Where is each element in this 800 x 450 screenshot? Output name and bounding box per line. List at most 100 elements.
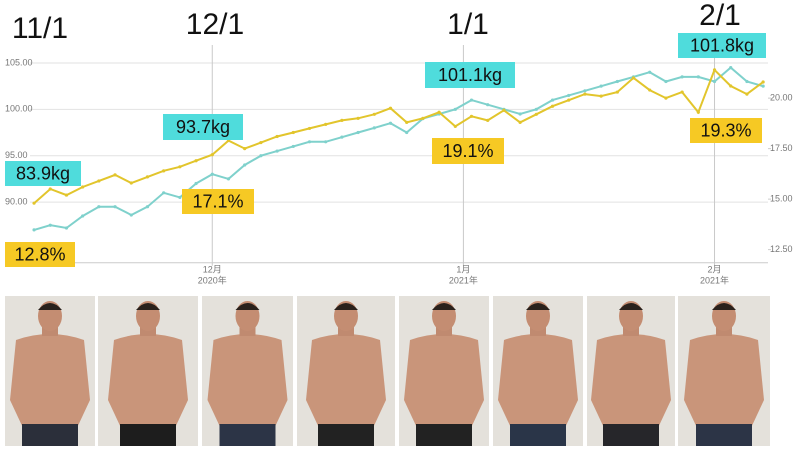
point [712,79,717,84]
point [486,118,490,122]
value-badge [678,33,766,58]
torso [306,334,386,430]
value-badge [425,62,515,88]
photo [399,296,489,446]
point [226,177,231,181]
point [388,121,393,125]
value-badge-text: 19.3% [700,120,751,140]
point [356,116,360,120]
point [275,149,279,153]
series-line [33,66,764,231]
point [680,75,684,79]
point [356,130,360,135]
date-header: 2/1 [699,0,741,32]
point [324,140,328,144]
point [405,130,409,135]
point [550,104,555,108]
point [48,223,52,227]
point [486,103,490,107]
point [648,70,652,74]
point [275,134,279,139]
point [469,98,474,102]
point [194,181,198,186]
point [372,126,376,130]
photo [493,296,583,446]
point [567,98,571,102]
point [502,108,506,112]
point [324,122,328,126]
point [599,94,603,98]
value-badge [690,118,762,143]
y-tick-label: 105.00 [5,57,33,67]
value-badge-text: 101.1kg [438,65,502,85]
point [97,205,101,209]
photo [98,296,198,446]
point [162,191,166,195]
value-badge-text: 12.8% [14,244,65,264]
date-header: 12/1 [186,8,244,41]
point [583,89,587,93]
shorts [416,424,472,446]
point [210,172,214,176]
torso [10,334,90,430]
x-tick-year: 2020年 [198,274,227,285]
x-tick-year: 2021年 [449,274,478,285]
point [243,147,247,151]
torso [108,334,188,430]
x-tick-year: 2021年 [700,274,729,285]
point [145,175,150,179]
hair [38,303,62,310]
point [162,169,166,173]
torso [498,334,578,430]
point [129,181,133,185]
point [64,193,69,197]
y-tick-label: 90.00 [5,196,28,206]
hair [235,303,260,310]
point [712,68,717,72]
point [178,165,182,169]
point [307,140,312,144]
point [32,228,36,232]
shorts [22,424,78,446]
point [291,130,295,135]
point [421,116,425,120]
point [48,187,52,191]
torso [207,334,288,430]
value-badge-text: 93.7kg [176,117,230,137]
date-header: 11/1 [12,12,68,45]
y-tick-label: 95.00 [5,150,28,160]
point [178,195,182,200]
point [453,107,457,111]
point [680,90,684,94]
point [761,84,765,88]
point [64,226,69,230]
hair [619,303,643,310]
hair [334,303,358,310]
point [745,79,749,84]
point [729,84,733,88]
point [534,107,538,111]
point [81,185,85,189]
shorts [219,424,276,446]
value-badge-text: 83.9kg [16,163,70,183]
hair [432,303,456,310]
value-badge [5,242,75,267]
point [145,205,150,209]
point [599,84,603,88]
torso [591,334,671,430]
hair [526,303,550,310]
point [518,112,522,116]
point [761,80,765,84]
point [340,118,344,122]
photo [587,296,675,446]
point [664,96,668,100]
point [729,66,733,70]
value-badge [432,138,504,164]
y2-tick-label: 15.00 [770,194,793,204]
point [97,179,101,183]
y2-tick-label: 20.00 [770,93,793,103]
hair [136,303,160,310]
point [405,120,409,124]
shorts [120,424,176,446]
